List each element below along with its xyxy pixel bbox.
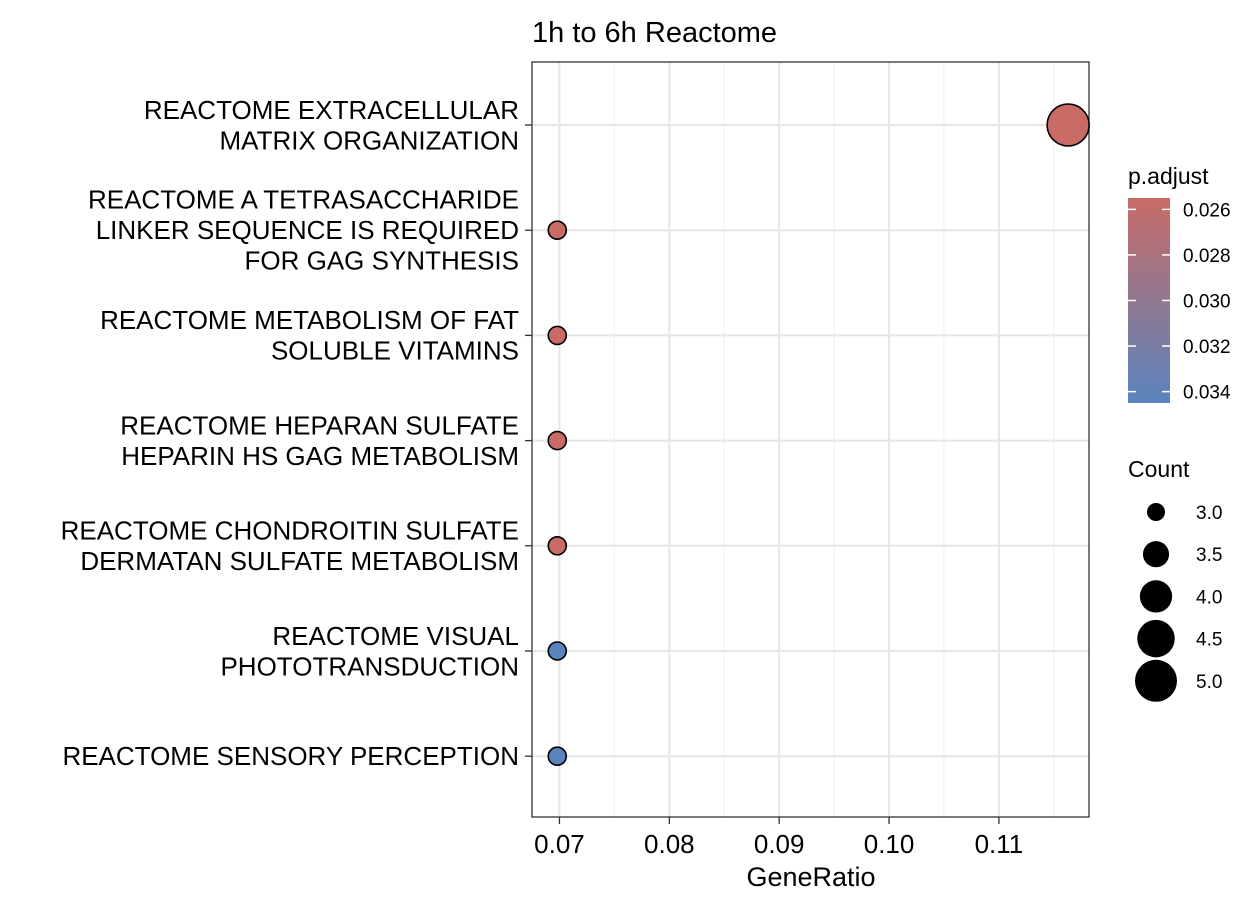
- y-tick-label-line: REACTOME CHONDROITIN SULFATE: [61, 516, 519, 546]
- y-tick-label-line: LINKER SEQUENCE IS REQUIRED: [96, 215, 519, 245]
- x-axis-label: GeneRatio: [746, 862, 875, 892]
- size-legend-key: [1137, 619, 1175, 658]
- data-point: [547, 641, 568, 661]
- y-tick-label: REACTOME SENSORY PERCEPTION: [62, 741, 519, 771]
- y-tick-label: REACTOME VISUAL PHOTOTRANSDUCTION: [220, 621, 519, 682]
- size-legend-label: 4.0: [1196, 587, 1222, 608]
- size-legend-label: 4.5: [1196, 630, 1222, 651]
- color-legend-label: 0.030: [1183, 292, 1231, 313]
- size-legend-label: 3.5: [1196, 545, 1222, 566]
- size-legend-key: [1135, 659, 1177, 702]
- y-tick-label-line: REACTOME VISUAL: [272, 621, 519, 651]
- size-legend-key: [1139, 580, 1173, 613]
- y-tick-label-line: REACTOME EXTRACELLULAR: [144, 95, 519, 125]
- size-legend-label: 3.0: [1196, 503, 1222, 524]
- size-legend-title: Count: [1128, 456, 1190, 482]
- data-point: [547, 325, 568, 346]
- size-legend-key: [1142, 541, 1170, 568]
- y-tick-label: REACTOME METABOLISM OF FAT SOLUBLE VITAMI…: [100, 305, 519, 366]
- x-tick-label: 0.08: [644, 829, 695, 859]
- x-tick-label: 0.07: [534, 829, 585, 859]
- y-tick-label-line: HEPARIN HS GAG METABOLISM: [121, 441, 519, 471]
- y-tick-label-line: SOLUBLE VITAMINS: [271, 336, 519, 366]
- color-legend-title: p.adjust: [1128, 163, 1209, 189]
- color-legend-label: 0.028: [1183, 246, 1231, 267]
- chart-title: 1h to 6h Reactome: [532, 17, 777, 49]
- y-tick-label-line: DERMATAN SULFATE METABOLISM: [80, 546, 519, 576]
- y-tick-label-line: MATRIX ORGANIZATION: [220, 125, 519, 155]
- y-tick-label-line: PHOTOTRANSDUCTION: [220, 651, 519, 681]
- data-point: [1046, 103, 1090, 147]
- data-point: [547, 220, 568, 240]
- data-point: [547, 746, 568, 767]
- x-tick-label: 0.10: [864, 829, 915, 859]
- color-legend-label: 0.034: [1183, 383, 1231, 404]
- x-tick-label: 0.09: [754, 829, 805, 859]
- data-point: [547, 535, 568, 556]
- y-tick-label-line: REACTOME METABOLISM OF FAT: [100, 305, 519, 335]
- data-point: [547, 430, 568, 451]
- y-tick-label-line: FOR GAG SYNTHESIS: [245, 246, 520, 276]
- y-tick-label: REACTOME HEPARAN SULFATE HEPARIN HS GAG M…: [120, 410, 519, 471]
- size-legend-key: [1147, 503, 1165, 521]
- color-legend-label: 0.032: [1183, 337, 1231, 358]
- y-tick-label: REACTOME EXTRACELLULAR MATRIX ORGANIZATIO…: [144, 95, 519, 156]
- size-legend-label: 5.0: [1196, 672, 1222, 693]
- y-tick-label-line: REACTOME A TETRASACCHARIDE: [88, 185, 519, 215]
- y-tick-label: REACTOME A TETRASACCHARIDE LINKER SEQUENC…: [88, 185, 519, 276]
- plot-panel-border: [531, 61, 1090, 818]
- y-tick-label: REACTOME CHONDROITIN SULFATE DERMATAN SUL…: [61, 516, 519, 577]
- color-legend-label: 0.026: [1183, 200, 1231, 221]
- y-tick-label-line: REACTOME SENSORY PERCEPTION: [62, 741, 519, 771]
- y-tick-label-line: REACTOME HEPARAN SULFATE: [120, 410, 519, 440]
- x-tick-label: 0.11: [975, 829, 1024, 859]
